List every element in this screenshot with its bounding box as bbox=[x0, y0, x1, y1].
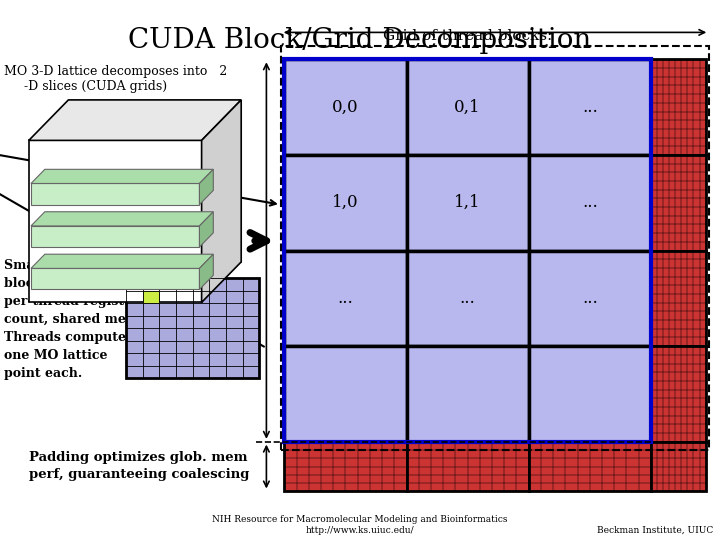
Text: NIH Resource for Macromolecular Modeling and Bioinformatics
http://www.ks.uiuc.e: NIH Resource for Macromolecular Modeling… bbox=[212, 515, 508, 535]
Polygon shape bbox=[199, 254, 213, 289]
Polygon shape bbox=[31, 170, 213, 184]
Bar bbox=[528, 346, 651, 442]
Bar bbox=[284, 59, 651, 442]
Bar bbox=[126, 278, 259, 378]
Polygon shape bbox=[29, 100, 241, 140]
Bar bbox=[528, 251, 651, 346]
Text: 0,1: 0,1 bbox=[454, 99, 481, 116]
Bar bbox=[407, 251, 528, 346]
Bar bbox=[528, 59, 651, 155]
Bar bbox=[284, 59, 407, 155]
Bar bbox=[284, 251, 407, 346]
Bar bbox=[284, 442, 407, 491]
Text: 1,1: 1,1 bbox=[454, 194, 481, 211]
Polygon shape bbox=[31, 268, 199, 289]
Text: CUDA Block/Grid Decomposition: CUDA Block/Grid Decomposition bbox=[128, 27, 592, 54]
Bar bbox=[651, 59, 706, 155]
Bar bbox=[284, 346, 407, 442]
Bar bbox=[284, 155, 407, 251]
Bar bbox=[143, 291, 159, 303]
Polygon shape bbox=[31, 212, 213, 226]
Bar bbox=[651, 155, 706, 251]
Text: Small 8x8 thread
blocks afford large
per-thread register
count, shared mem.
Thre: Small 8x8 thread blocks afford large per… bbox=[4, 259, 143, 380]
Bar bbox=[407, 442, 528, 491]
Bar bbox=[651, 251, 706, 346]
Text: ...: ... bbox=[582, 290, 598, 307]
Bar bbox=[528, 442, 651, 491]
Text: MO 3-D lattice decomposes into   2
     -D slices (CUDA grids): MO 3-D lattice decomposes into 2 -D slic… bbox=[4, 65, 227, 93]
Polygon shape bbox=[199, 170, 213, 205]
Polygon shape bbox=[31, 184, 199, 205]
Text: Beckman Institute, UIUC: Beckman Institute, UIUC bbox=[597, 525, 713, 535]
Text: ...: ... bbox=[582, 194, 598, 211]
Bar bbox=[407, 59, 528, 155]
Text: Grid of thread blocks:: Grid of thread blocks: bbox=[383, 29, 552, 43]
Text: 1,0: 1,0 bbox=[332, 194, 359, 211]
Text: Padding optimizes glob. mem
perf, guaranteeing coalescing: Padding optimizes glob. mem perf, guaran… bbox=[29, 451, 249, 481]
Polygon shape bbox=[31, 226, 199, 247]
Bar bbox=[651, 346, 706, 442]
Bar bbox=[651, 442, 706, 491]
Text: 0,0: 0,0 bbox=[332, 99, 359, 116]
Bar bbox=[407, 155, 528, 251]
Polygon shape bbox=[31, 254, 213, 268]
Polygon shape bbox=[29, 140, 202, 302]
Polygon shape bbox=[202, 100, 241, 302]
Bar bbox=[528, 155, 651, 251]
Bar bbox=[407, 346, 528, 442]
Text: ...: ... bbox=[338, 290, 354, 307]
Polygon shape bbox=[199, 212, 213, 247]
Text: ...: ... bbox=[582, 99, 598, 116]
Bar bbox=[281, 46, 709, 450]
Text: ...: ... bbox=[460, 290, 475, 307]
